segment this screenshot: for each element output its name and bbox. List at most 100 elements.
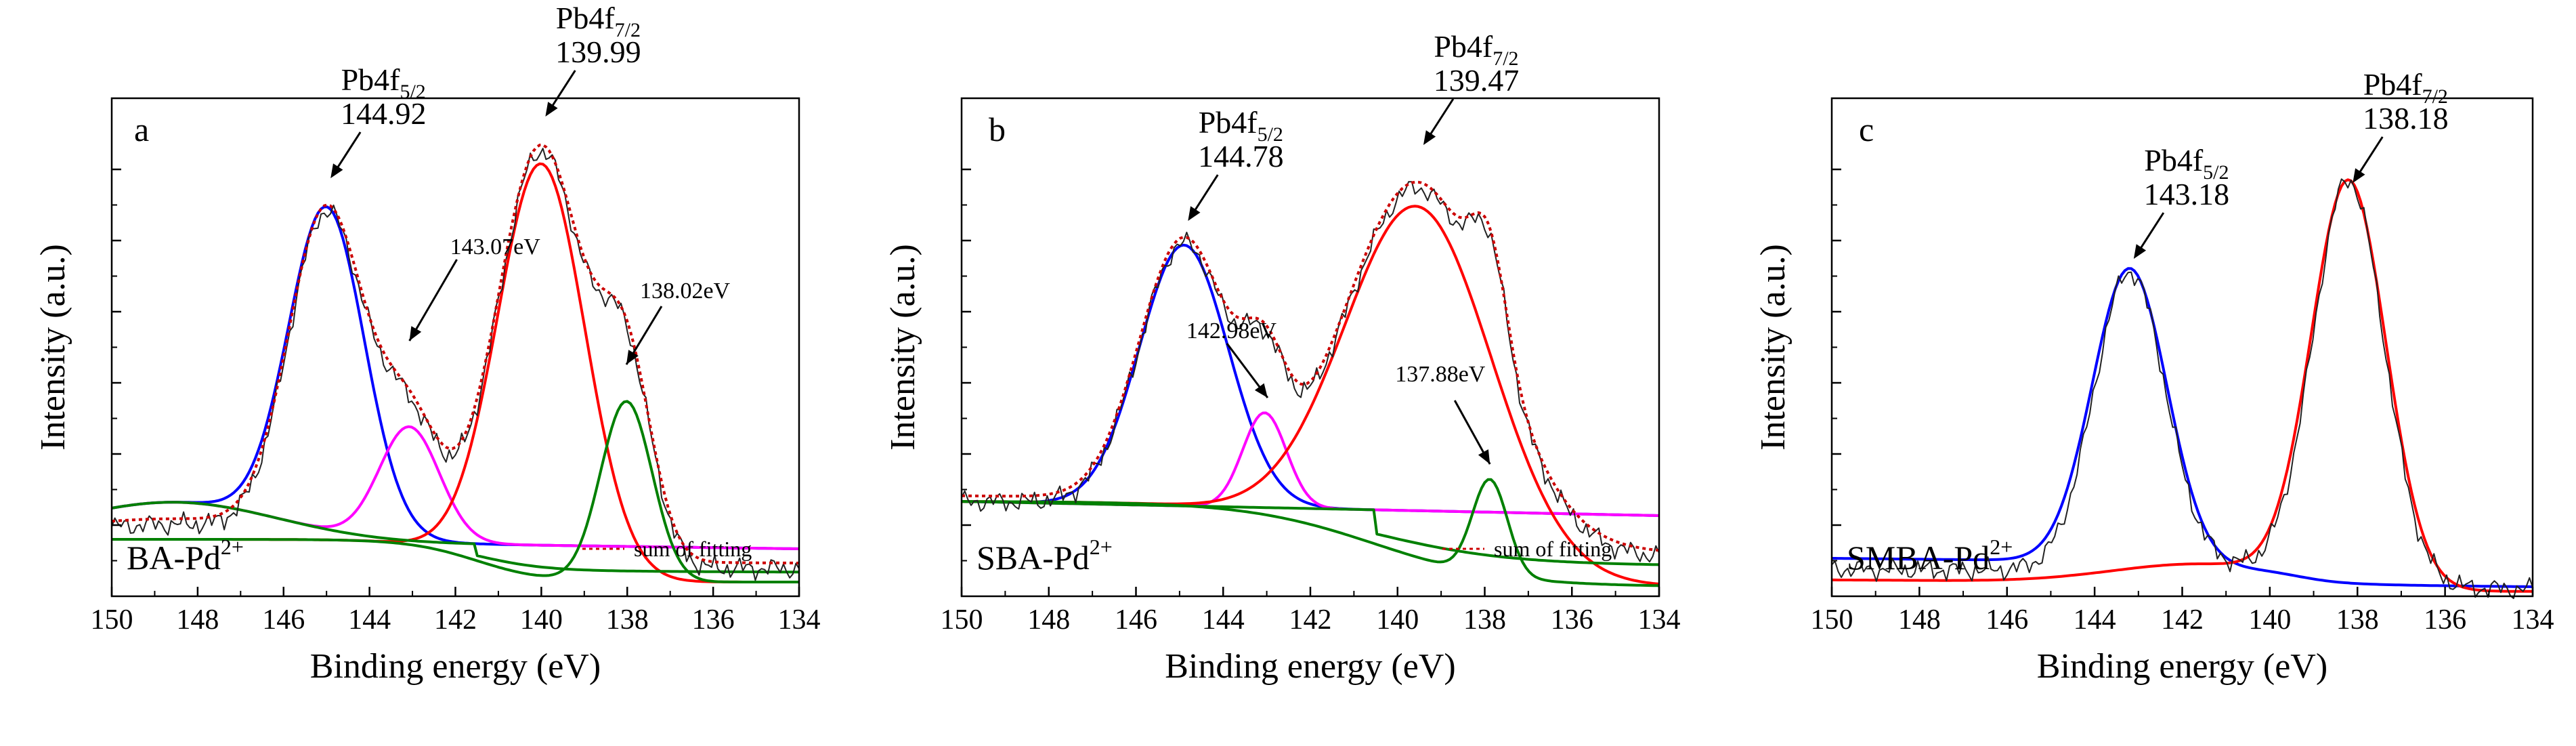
series-line-6 [111, 144, 799, 564]
x-tick-label: 136 [1551, 604, 1593, 636]
minor-peak-arrowhead [1478, 449, 1490, 464]
x-tick-label: 142 [1289, 604, 1332, 636]
peak-arrow [2356, 136, 2384, 178]
peak-value: 139.99 [555, 35, 641, 69]
plot-frame [960, 97, 1660, 598]
y-axis-label: Intensity (a.u.) [1754, 244, 1793, 451]
series-line-3 [962, 478, 1660, 587]
sample-superscript: 2+ [221, 535, 244, 559]
x-tick-label: 142 [434, 604, 477, 636]
sample-name: BA-Pd [127, 539, 221, 577]
panel-letter: c [1859, 110, 1874, 148]
x-tick-label: 134 [2512, 604, 2554, 636]
series-line-2 [1831, 178, 2533, 600]
minor-peak-label: 138.02eV [640, 278, 731, 304]
x-tick-label: 146 [262, 604, 305, 636]
x-tick-label: 148 [1027, 604, 1070, 636]
x-tick-label: 144 [2074, 604, 2116, 636]
x-tick-label: 144 [348, 604, 391, 636]
x-tick-label: 140 [520, 604, 563, 636]
panel-a: 150 148 146 144 142 140 138 136 134 Binding energ… [34, 1, 821, 686]
x-tick-label: 146 [1115, 604, 1157, 636]
minor-peak-arrow [408, 259, 458, 341]
x-tick-label: 142 [2161, 604, 2204, 636]
x-tick-label: 150 [91, 604, 133, 636]
sample-name: SMBA-Pd [1847, 539, 1990, 577]
curves [961, 180, 1660, 587]
x-tick-label: 138 [1463, 604, 1506, 636]
panel-letter: b [989, 110, 1006, 148]
series-line-3 [112, 400, 799, 583]
minor-peak-arrowhead [409, 326, 422, 341]
minor-peak-label: 143.07eV [450, 234, 541, 260]
peak-name-subscript: 5/2 [1258, 123, 1283, 146]
series-line-0 [1832, 267, 2533, 588]
peak-name-subscript: 5/2 [2203, 161, 2229, 184]
peak-arrow [1191, 174, 1219, 215]
plot-frame [110, 97, 800, 598]
peak-name: Pb4f7/2 [2363, 67, 2448, 108]
peak-value: 144.78 [1198, 139, 1284, 173]
peak-value: 139.47 [1434, 63, 1520, 98]
legend-label: sum of fitting [1494, 537, 1612, 561]
x-tick-label: 134 [1638, 604, 1681, 636]
x-tick-label: 150 [1811, 604, 1853, 636]
sample-name: SBA-Pd [976, 539, 1090, 577]
minor-peak-arrowhead [626, 350, 639, 365]
minor-peak-label: 137.88eV [1395, 362, 1486, 387]
peak-name-subscript: 7/2 [615, 19, 641, 41]
panel-letter: a [134, 110, 149, 148]
peak-name-main: Pb4f [2363, 67, 2423, 102]
series-line-5 [961, 181, 1660, 563]
peak-name: Pb4f7/2 [1434, 29, 1518, 70]
minor-peak-arrowhead [1254, 383, 1268, 398]
series-line-4 [111, 501, 799, 574]
x-tick-label: 136 [692, 604, 735, 636]
peak-arrow [549, 70, 576, 111]
peak-name: Pb4f5/2 [341, 62, 426, 103]
series-line-2 [962, 205, 1660, 585]
peak-name-subscript: 7/2 [1493, 47, 1518, 70]
peak-name-main: Pb4f [2144, 143, 2204, 178]
x-axis-label: Binding energy (eV) [2037, 647, 2327, 686]
peak-name-main: Pb4f [556, 1, 616, 35]
series-line-2 [112, 162, 799, 583]
curves [1831, 178, 2533, 600]
peak-value: 144.92 [341, 96, 427, 131]
sample-label: SMBA-Pd2+ [1847, 535, 2013, 577]
peak-value: 143.18 [2144, 177, 2230, 211]
panel-c: 150 148 146 144 142 140 138 136 134 Binding energ… [1754, 67, 2554, 686]
peak-name: Pb4f7/2 [556, 1, 641, 41]
peak-name-subscript: 7/2 [2422, 85, 2448, 108]
x-tick-label: 150 [941, 604, 983, 636]
minor-peak-label: 142.98eV [1186, 318, 1277, 344]
series-line-1 [1832, 178, 2533, 593]
x-tick-label: 144 [1202, 604, 1245, 636]
series-line-1 [111, 425, 800, 550]
x-axis-label: Binding energy (eV) [1165, 647, 1455, 686]
x-tick-label: 134 [778, 604, 821, 636]
sample-label: SBA-Pd2+ [976, 535, 1113, 577]
y-axis-label: Intensity (a.u.) [34, 244, 72, 451]
y-axis-label: Intensity (a.u.) [884, 244, 922, 451]
peak-name-subscript: 5/2 [400, 81, 425, 103]
series-line-1 [961, 411, 1660, 517]
sample-superscript: 2+ [1990, 535, 2013, 559]
peak-arrowhead [1423, 130, 1436, 145]
peak-arrow [1426, 98, 1455, 140]
sample-superscript: 2+ [1090, 535, 1113, 559]
peak-arrow [333, 131, 362, 173]
panel-b: 150 148 146 144 142 140 138 136 134 Binding energ… [884, 29, 1681, 686]
sample-label: BA-Pd2+ [127, 535, 244, 577]
x-tick-label: 148 [1898, 604, 1941, 636]
peak-value: 138.18 [2363, 101, 2449, 136]
peak-arrowhead [2133, 244, 2147, 259]
x-tick-label: 146 [1985, 604, 2028, 636]
x-axis-label: Binding energy (eV) [310, 647, 601, 686]
x-tick-label: 138 [606, 604, 649, 636]
peak-arrow [2137, 212, 2165, 253]
legend-label: sum of fitting [634, 537, 752, 561]
x-tick-label: 136 [2424, 604, 2466, 636]
peak-name: Pb4f5/2 [1199, 105, 1283, 146]
